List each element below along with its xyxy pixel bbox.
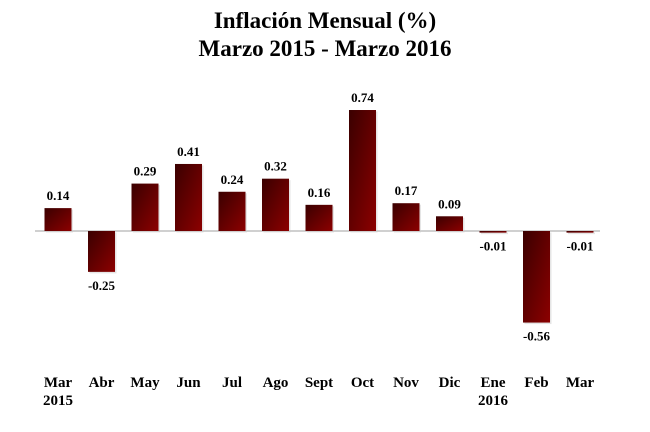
x-tick-label: May (130, 375, 160, 391)
bar (392, 203, 420, 231)
x-tick-label: 2016 (478, 393, 509, 409)
x-tick-label: Sept (305, 375, 333, 391)
x-tick-label: Dic (439, 375, 461, 391)
data-label: -0.01 (479, 239, 506, 254)
x-tick-label: Jul (222, 375, 242, 391)
x-tick-label: Mar (44, 375, 73, 391)
data-label: -0.25 (88, 278, 116, 293)
x-tick-label: Abr (89, 375, 115, 391)
bar-shadow (481, 232, 508, 235)
bar (436, 216, 463, 231)
data-label: 0.74 (351, 90, 374, 105)
bar (305, 204, 333, 231)
bar (262, 178, 289, 231)
x-tick-label: Oct (351, 375, 374, 391)
bar (218, 191, 246, 231)
bar (44, 208, 72, 231)
bar (479, 231, 507, 233)
data-label: 0.16 (308, 185, 331, 200)
data-label: 0.17 (395, 183, 418, 198)
bar (175, 163, 202, 231)
data-label: 0.14 (47, 188, 70, 203)
chart-subtitle: Marzo 2015 - Marzo 2016 (198, 36, 452, 61)
x-tick-label: Jun (176, 375, 201, 391)
data-label: -0.01 (566, 239, 593, 254)
x-tick-label: Ene (480, 375, 505, 391)
x-tick-label: Ago (263, 375, 289, 391)
x-tick-label: Nov (393, 375, 419, 391)
data-label: 0.32 (264, 159, 287, 174)
data-label: 0.09 (438, 196, 461, 211)
x-tick-label: 2015 (43, 393, 73, 409)
data-label: -0.56 (523, 329, 551, 344)
data-label: 0.24 (221, 172, 244, 187)
data-label: 0.29 (134, 164, 157, 179)
bar (566, 231, 594, 233)
x-tick-label: Mar (566, 375, 595, 391)
bar (523, 231, 550, 323)
bar-shadow (568, 232, 595, 235)
chart-title: Inflación Mensual (%) (213, 8, 437, 33)
bar (88, 231, 115, 272)
bar (131, 183, 159, 231)
x-tick-label: Feb (524, 375, 548, 391)
bar (349, 110, 376, 231)
data-label: 0.41 (177, 144, 200, 159)
